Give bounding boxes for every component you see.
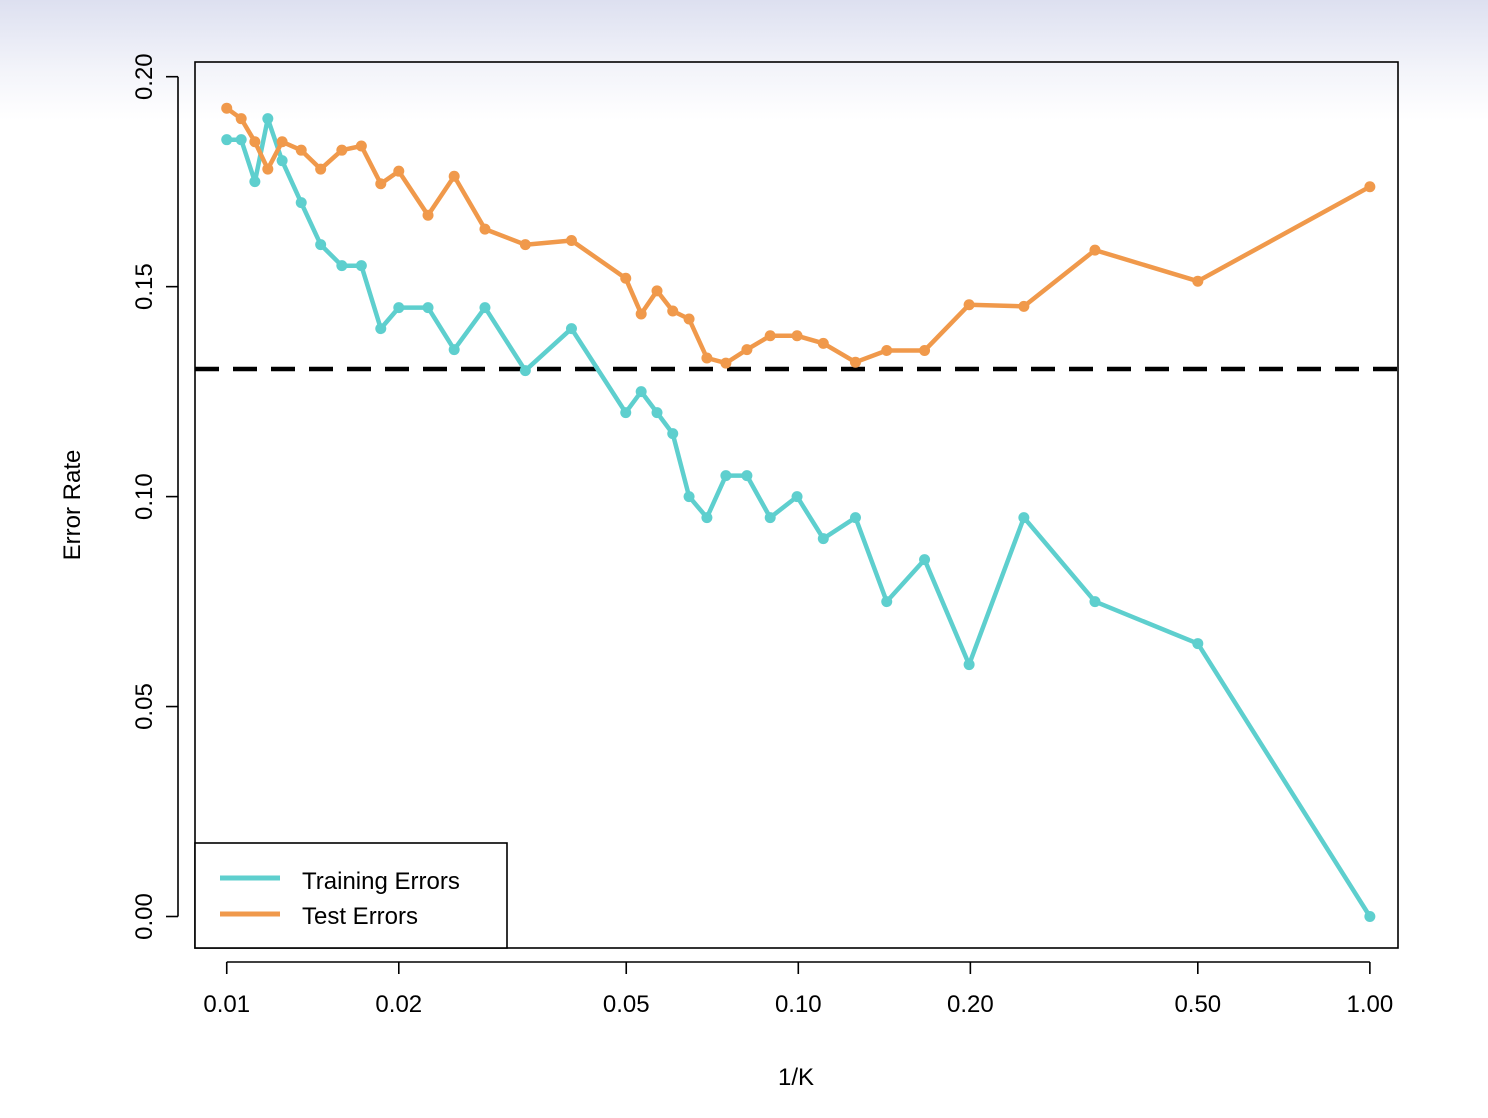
legend-label-training: Training Errors	[302, 868, 460, 895]
data-point	[683, 491, 695, 503]
data-point	[1192, 275, 1204, 287]
x-tick-label: 0.10	[775, 991, 822, 1018]
data-point	[276, 155, 288, 167]
data-point	[315, 163, 327, 175]
data-point	[741, 470, 753, 482]
x-axis-label: 1/K	[778, 1064, 814, 1091]
series-line	[224, 105, 1373, 366]
series-layer	[221, 102, 1376, 923]
data-point	[635, 386, 647, 398]
x-tick-label: 0.20	[947, 991, 994, 1018]
data-point	[221, 134, 233, 146]
data-point	[565, 323, 577, 335]
data-point	[519, 239, 531, 251]
data-point	[817, 337, 829, 349]
data-point	[651, 285, 663, 297]
data-point	[764, 330, 776, 342]
legend: Training Errors Test Errors	[194, 842, 508, 949]
data-point	[519, 365, 531, 377]
x-tick-label: 0.05	[603, 991, 650, 1018]
data-point	[235, 134, 247, 146]
data-point	[683, 313, 695, 325]
data-point	[355, 260, 367, 272]
data-point	[262, 163, 274, 175]
data-point	[1018, 512, 1030, 524]
data-point	[422, 209, 434, 221]
data-point	[881, 344, 893, 356]
data-point	[1018, 300, 1030, 312]
data-point	[479, 302, 491, 314]
data-point	[1089, 244, 1101, 256]
x-tick-label: 0.50	[1174, 991, 1221, 1018]
data-point	[667, 305, 679, 317]
data-point	[1192, 638, 1204, 650]
series-line	[224, 116, 1373, 919]
data-point	[667, 428, 679, 440]
data-point	[849, 512, 861, 524]
data-point	[720, 357, 732, 369]
y-tick-label: 0.15	[131, 263, 158, 310]
data-point	[276, 136, 288, 148]
data-point	[701, 512, 713, 524]
data-point	[422, 302, 434, 314]
y-tick-label: 0.00	[131, 893, 158, 940]
data-point	[741, 344, 753, 356]
data-point	[393, 165, 405, 177]
data-point	[1089, 596, 1101, 608]
data-point	[448, 170, 460, 182]
plot-frame	[194, 61, 1399, 949]
x-tick-label: 0.02	[375, 991, 422, 1018]
data-point	[620, 272, 632, 284]
y-tick-label: 0.10	[131, 473, 158, 520]
legend-box	[194, 842, 508, 949]
data-point	[249, 176, 261, 188]
data-point	[375, 178, 387, 190]
series-1	[221, 102, 1376, 369]
data-point	[791, 330, 803, 342]
data-point	[565, 234, 577, 246]
data-point	[1364, 181, 1376, 193]
data-point	[262, 113, 274, 125]
data-point	[963, 659, 975, 671]
x-tick-label: 1.00	[1347, 991, 1394, 1018]
y-tick-label: 0.05	[131, 683, 158, 730]
data-point	[791, 491, 803, 503]
data-point	[315, 239, 327, 251]
y-tick-label: 0.20	[131, 53, 158, 100]
data-point	[448, 344, 460, 356]
data-point	[963, 299, 975, 311]
data-point	[651, 407, 663, 419]
data-point	[479, 223, 491, 235]
data-point	[701, 352, 713, 364]
data-point	[620, 407, 632, 419]
y-axis-label: Error Rate	[59, 450, 86, 561]
data-point	[375, 323, 387, 335]
data-point	[336, 144, 348, 156]
data-point	[919, 554, 931, 566]
data-point	[355, 140, 367, 152]
data-point	[849, 356, 861, 368]
data-point	[393, 302, 405, 314]
data-point	[764, 512, 776, 524]
data-point	[817, 533, 829, 545]
legend-label-test: Test Errors	[302, 903, 418, 930]
x-tick-label: 0.01	[203, 991, 250, 1018]
data-point	[919, 344, 931, 356]
x-axis: 0.01 0.02 0.05 0.10 0.20 0.50 1.00	[203, 961, 1394, 1018]
data-point	[249, 136, 261, 148]
data-point	[881, 596, 893, 608]
data-point	[336, 260, 348, 272]
series-0	[221, 113, 1376, 923]
data-point	[720, 470, 732, 482]
y-axis: 0.00 0.05 0.10 0.15 0.20	[131, 53, 179, 940]
data-point	[295, 197, 307, 209]
data-point	[295, 144, 307, 156]
data-point	[235, 113, 247, 125]
data-point	[635, 308, 647, 320]
data-point	[221, 102, 233, 114]
data-point	[1364, 911, 1376, 923]
